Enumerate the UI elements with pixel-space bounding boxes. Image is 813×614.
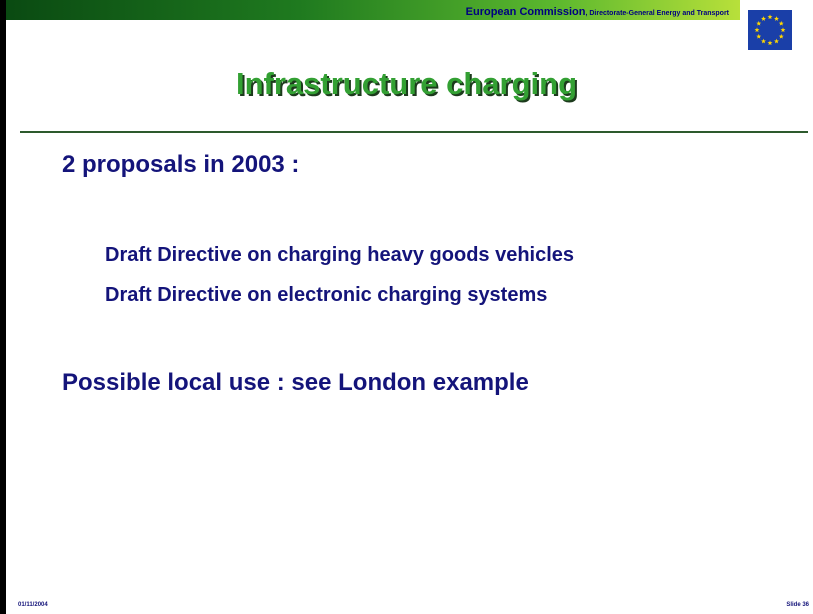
- heading: 2 proposals in 2003 :: [62, 151, 300, 178]
- footer-slide: Slide 36: [786, 602, 809, 608]
- flag-star: [780, 27, 786, 33]
- left-border: [0, 0, 6, 614]
- organization: European Commission: [465, 6, 586, 18]
- flag-star: [767, 14, 773, 20]
- title: Infrastructure charging: [235, 66, 578, 101]
- department: , Directorate-General Energy and Transpo…: [585, 10, 729, 17]
- flag-star: [761, 38, 766, 44]
- closing: Possible local use : see London example: [62, 369, 529, 396]
- flag-star: [774, 38, 779, 44]
- title-rule: [20, 131, 808, 133]
- eu-flag: [748, 10, 792, 50]
- flag-star: [767, 40, 773, 46]
- item: Draft Directive on electronic charging s…: [105, 284, 548, 306]
- item: Draft Directive on charging heavy goods …: [105, 244, 575, 266]
- flag-star: [778, 20, 784, 26]
- flag-star: [756, 20, 762, 26]
- flag-star: [774, 16, 779, 21]
- footer-date: 01/11/2004: [18, 602, 48, 608]
- flag-star: [761, 16, 766, 21]
- flag-star: [754, 27, 760, 33]
- flag-star: [756, 33, 762, 39]
- flag-star: [778, 33, 784, 39]
- top-bar: [6, 0, 740, 20]
- header-text: European Commission, Directorate-General…: [466, 5, 729, 20]
